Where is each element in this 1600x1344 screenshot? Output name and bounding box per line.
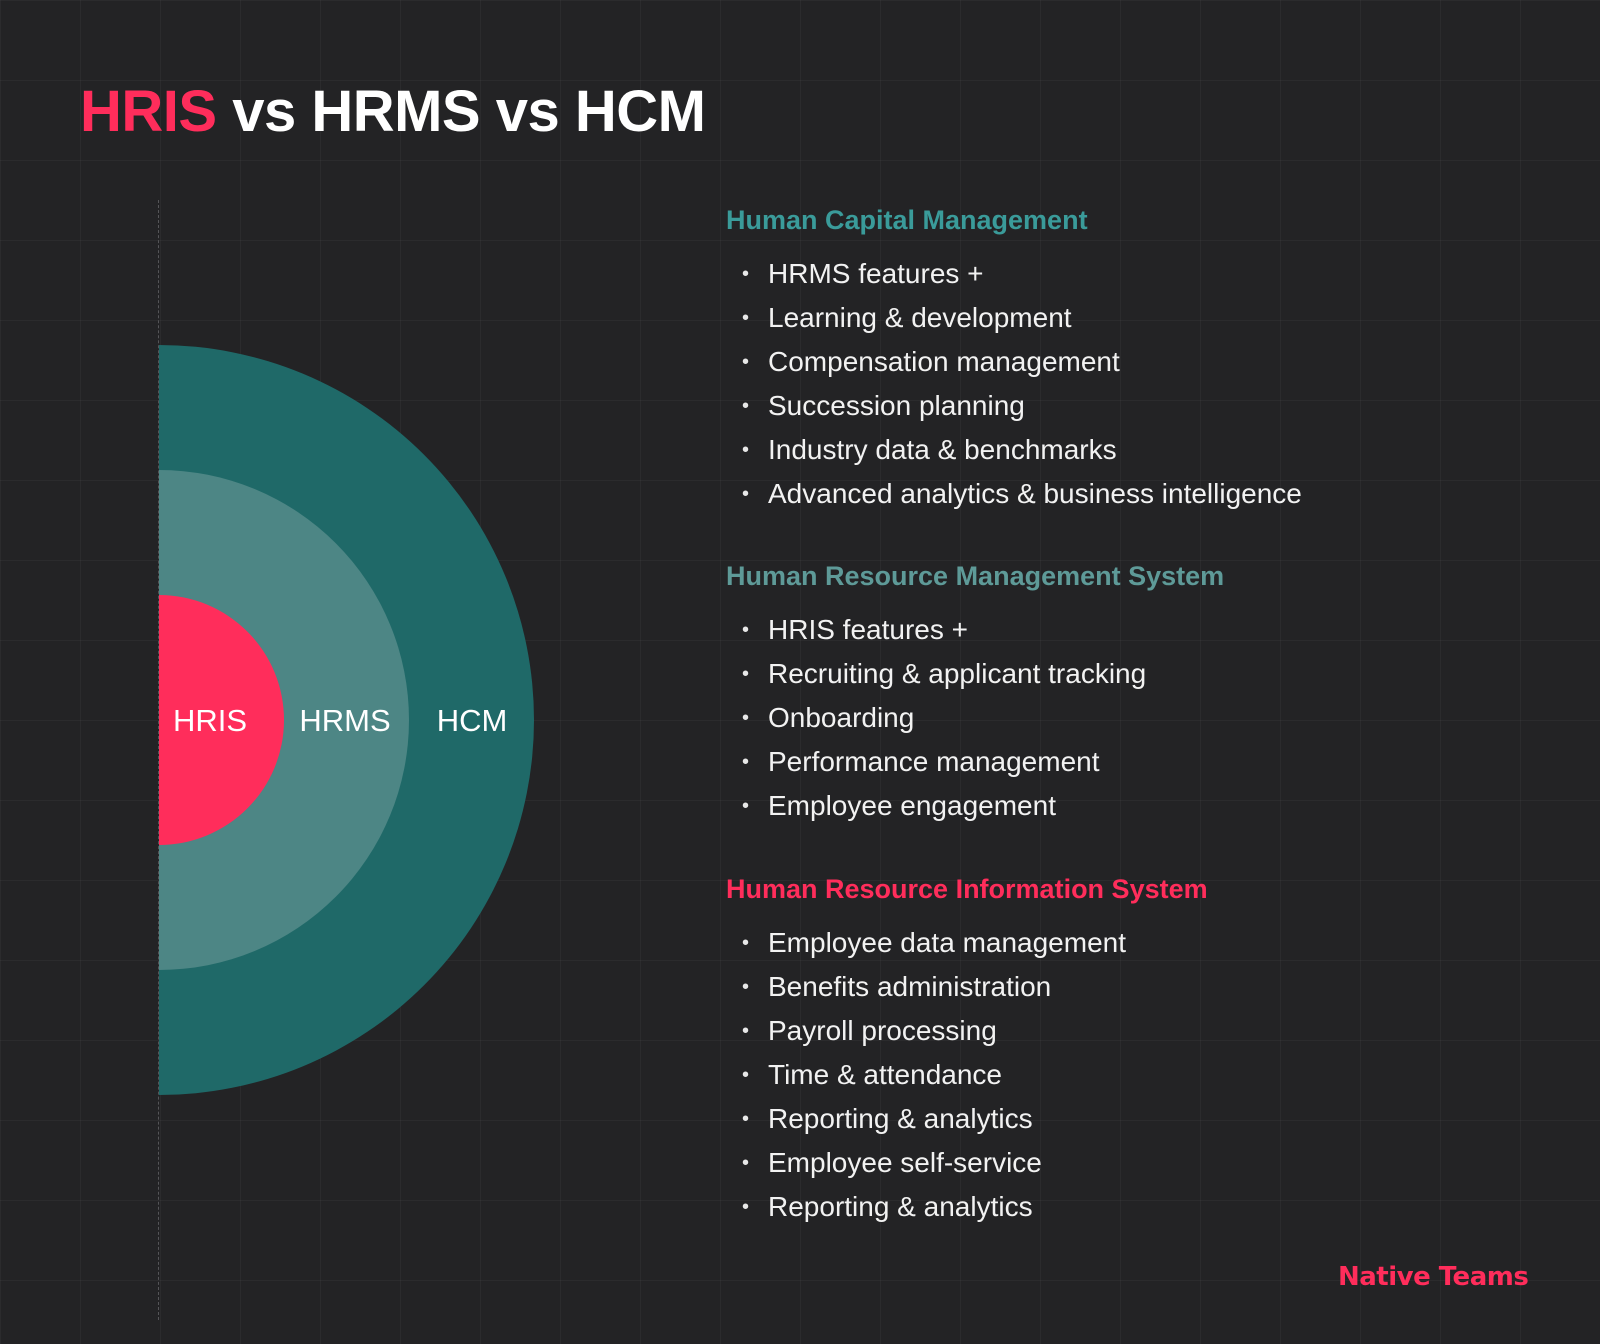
list-item: Employee engagement (726, 784, 1566, 828)
list-item: Time & attendance (726, 1053, 1566, 1097)
hris-ring-label: HRIS (173, 703, 247, 738)
hrms-heading: Human Resource Management System (726, 561, 1225, 591)
list-item: Learning & development (726, 296, 1566, 340)
list-item: Compensation management (726, 340, 1566, 384)
hris-section: Human Resource Information System Employ… (726, 874, 1566, 1229)
page-title: HRIS vs HRMS vs HCM (80, 78, 706, 145)
dashed-axis-line (158, 200, 159, 1320)
hrms-feature-list: HRIS features + Recruiting & applicant t… (726, 608, 1566, 828)
list-item: Benefits administration (726, 965, 1566, 1009)
hrms-section: Human Resource Management System HRIS fe… (726, 561, 1566, 828)
list-item: Employee data management (726, 921, 1566, 965)
list-item: Reporting & analytics (726, 1185, 1566, 1229)
list-item: HRIS features + (726, 608, 1566, 652)
nested-semicircle-diagram: HRIS HRMS HCM (159, 345, 534, 1095)
title-rest: vs HRMS vs HCM (232, 79, 706, 144)
brand-logo: Native Teams (1338, 1262, 1529, 1292)
list-item: Advanced analytics & business intelligen… (726, 472, 1566, 516)
title-highlight: HRIS (80, 79, 217, 144)
list-item: Succession planning (726, 384, 1566, 428)
hcm-heading: Human Capital Management (726, 205, 1088, 235)
hrms-ring-label: HRMS (299, 703, 390, 738)
list-item: Payroll processing (726, 1009, 1566, 1053)
list-item: Recruiting & applicant tracking (726, 652, 1566, 696)
list-item: Employee self-service (726, 1141, 1566, 1185)
hris-heading: Human Resource Information System (726, 874, 1208, 904)
hcm-section: Human Capital Management HRMS features +… (726, 205, 1566, 516)
list-item: Onboarding (726, 696, 1566, 740)
hcm-feature-list: HRMS features + Learning & development C… (726, 252, 1566, 516)
list-item: Reporting & analytics (726, 1097, 1566, 1141)
hris-core (159, 595, 284, 845)
list-item: HRMS features + (726, 252, 1566, 296)
list-item: Industry data & benchmarks (726, 428, 1566, 472)
list-item: Performance management (726, 740, 1566, 784)
hcm-ring-label: HCM (437, 703, 508, 738)
hris-feature-list: Employee data management Benefits admini… (726, 921, 1566, 1229)
